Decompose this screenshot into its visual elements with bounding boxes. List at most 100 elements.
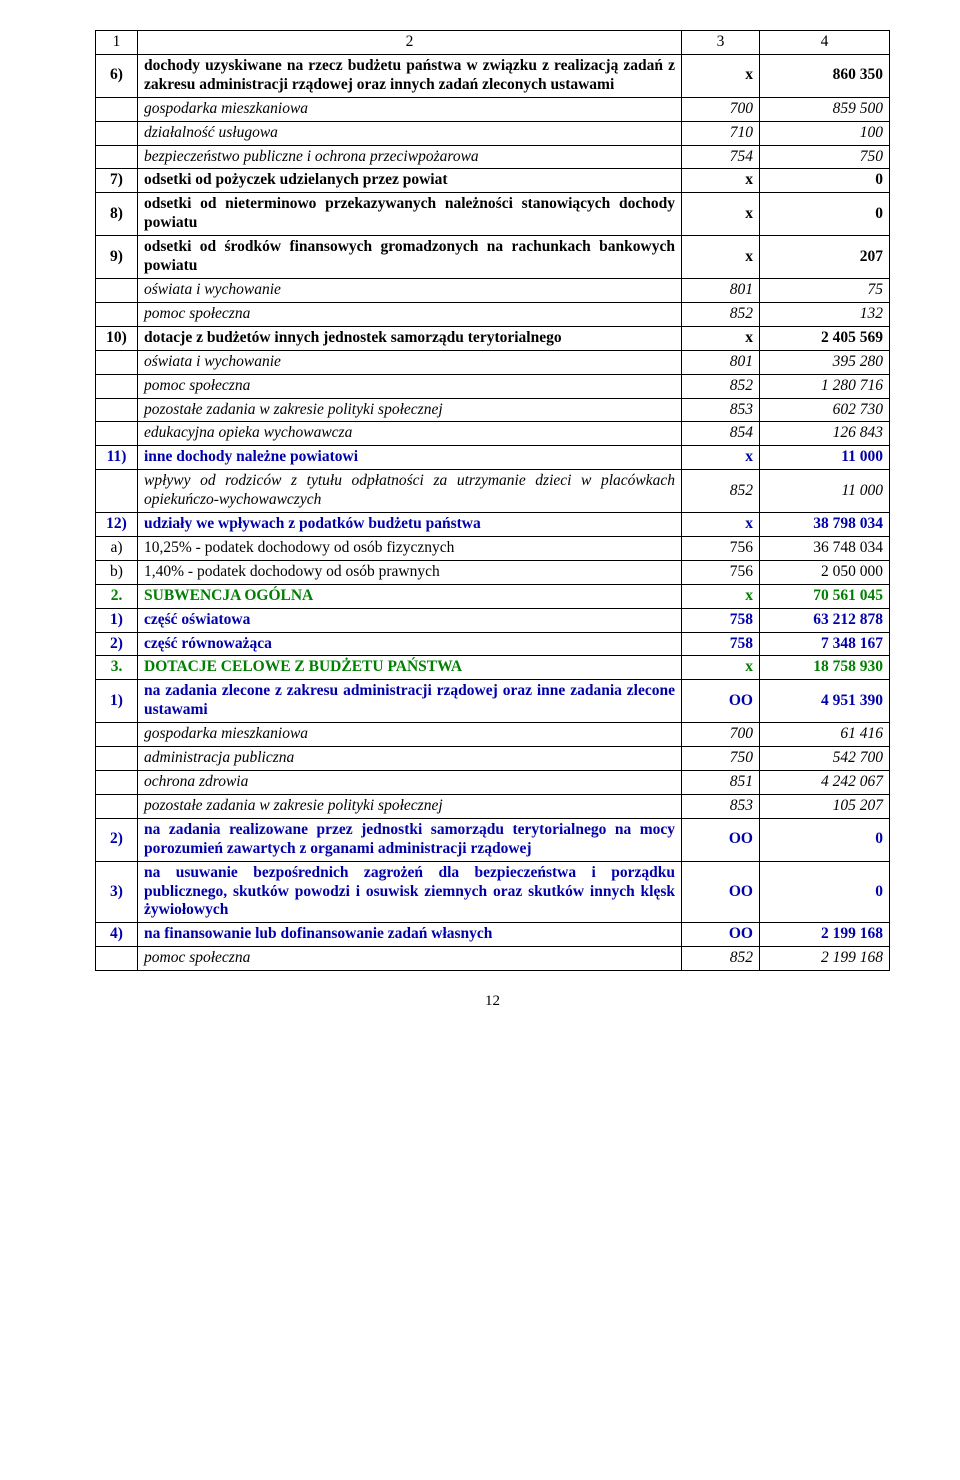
row-amount: 859 500: [760, 97, 890, 121]
table-row: 2)część równoważąca7587 348 167: [96, 632, 890, 656]
row-lp: [96, 947, 138, 971]
row-desc: wpływy od rodziców z tytułu odpłatności …: [138, 470, 682, 513]
row-desc: pomoc społeczna: [138, 374, 682, 398]
row-amount: 18 758 930: [760, 656, 890, 680]
row-lp: [96, 97, 138, 121]
header-col-1: 1: [96, 31, 138, 55]
row-amount: 2 199 168: [760, 947, 890, 971]
row-desc: 1,40% - podatek dochodowy od osób prawny…: [138, 560, 682, 584]
row-amount: 0: [760, 169, 890, 193]
table-row: oświata i wychowanie801395 280: [96, 350, 890, 374]
row-amount: 860 350: [760, 54, 890, 97]
row-amount: 750: [760, 145, 890, 169]
table-row: 12)udziały we wpływach z podatków budżet…: [96, 513, 890, 537]
table-row: administracja publiczna750542 700: [96, 747, 890, 771]
table-row: b)1,40% - podatek dochodowy od osób praw…: [96, 560, 890, 584]
table-row: pomoc społeczna8522 199 168: [96, 947, 890, 971]
row-code: 852: [682, 470, 760, 513]
row-lp: 11): [96, 446, 138, 470]
row-code: 756: [682, 560, 760, 584]
table-row: wpływy od rodziców z tytułu odpłatności …: [96, 470, 890, 513]
row-amount: 602 730: [760, 398, 890, 422]
row-code: 750: [682, 747, 760, 771]
row-amount: 105 207: [760, 794, 890, 818]
row-lp: 9): [96, 236, 138, 279]
document-page: 1 2 3 4 6)dochody uzyskiwane na rzecz bu…: [0, 0, 960, 1050]
table-row: 3)na usuwanie bezpośrednich zagrożeń dla…: [96, 861, 890, 923]
row-amount: 75: [760, 278, 890, 302]
row-code: 758: [682, 632, 760, 656]
row-amount: 11 000: [760, 470, 890, 513]
row-lp: 3): [96, 861, 138, 923]
row-desc: oświata i wychowanie: [138, 350, 682, 374]
row-lp: 2): [96, 632, 138, 656]
row-desc: na zadania zlecone z zakresu administrac…: [138, 680, 682, 723]
row-lp: [96, 278, 138, 302]
row-amount: 7 348 167: [760, 632, 890, 656]
row-desc: inne dochody należne powiatowi: [138, 446, 682, 470]
row-amount: 61 416: [760, 723, 890, 747]
table-row: 2.SUBWENCJA OGÓLNAx70 561 045: [96, 584, 890, 608]
row-desc: edukacyjna opieka wychowawcza: [138, 422, 682, 446]
row-code: 853: [682, 794, 760, 818]
table-row: gospodarka mieszkaniowa70061 416: [96, 723, 890, 747]
table-row: 4)na finansowanie lub dofinansowanie zad…: [96, 923, 890, 947]
table-row: a)10,25% - podatek dochodowy od osób fiz…: [96, 536, 890, 560]
row-desc: 10,25% - podatek dochodowy od osób fizyc…: [138, 536, 682, 560]
row-lp: 1): [96, 680, 138, 723]
row-lp: 2): [96, 818, 138, 861]
row-desc: dochody uzyskiwane na rzecz budżetu pańs…: [138, 54, 682, 97]
budget-table: 1 2 3 4 6)dochody uzyskiwane na rzecz bu…: [95, 30, 890, 971]
row-lp: [96, 350, 138, 374]
row-desc: administracja publiczna: [138, 747, 682, 771]
table-row: 10)dotacje z budżetów innych jednostek s…: [96, 326, 890, 350]
row-desc: gospodarka mieszkaniowa: [138, 723, 682, 747]
row-desc: odsetki od pożyczek udzielanych przez po…: [138, 169, 682, 193]
table-row: bezpieczeństwo publiczne i ochrona przec…: [96, 145, 890, 169]
table-row: 6)dochody uzyskiwane na rzecz budżetu pa…: [96, 54, 890, 97]
row-amount: 1 280 716: [760, 374, 890, 398]
row-lp: [96, 374, 138, 398]
table-row: 3.DOTACJE CELOWE Z BUDŻETU PAŃSTWAx18 75…: [96, 656, 890, 680]
row-code: x: [682, 584, 760, 608]
row-lp: [96, 470, 138, 513]
row-code: x: [682, 193, 760, 236]
row-lp: [96, 121, 138, 145]
row-code: x: [682, 54, 760, 97]
table-row: oświata i wychowanie80175: [96, 278, 890, 302]
row-desc: odsetki od środków finansowych gromadzon…: [138, 236, 682, 279]
row-lp: 7): [96, 169, 138, 193]
row-code: 851: [682, 771, 760, 795]
row-lp: 12): [96, 513, 138, 537]
row-code: 853: [682, 398, 760, 422]
row-code: OO: [682, 861, 760, 923]
row-amount: 4 951 390: [760, 680, 890, 723]
header-col-2: 2: [138, 31, 682, 55]
row-amount: 70 561 045: [760, 584, 890, 608]
row-code: 801: [682, 350, 760, 374]
row-code: 854: [682, 422, 760, 446]
row-code: 710: [682, 121, 760, 145]
table-row: 1)część oświatowa75863 212 878: [96, 608, 890, 632]
row-lp: 8): [96, 193, 138, 236]
row-code: 758: [682, 608, 760, 632]
row-amount: 2 199 168: [760, 923, 890, 947]
table-row: 8)odsetki od nieterminowo przekazywanych…: [96, 193, 890, 236]
row-desc: część równoważąca: [138, 632, 682, 656]
row-amount: 126 843: [760, 422, 890, 446]
table-row: działalność usługowa710100: [96, 121, 890, 145]
table-row: pozostałe zadania w zakresie polityki sp…: [96, 794, 890, 818]
row-lp: 6): [96, 54, 138, 97]
row-lp: [96, 145, 138, 169]
row-amount: 0: [760, 861, 890, 923]
row-desc: DOTACJE CELOWE Z BUDŻETU PAŃSTWA: [138, 656, 682, 680]
table-row: 2)na zadania realizowane przez jednostki…: [96, 818, 890, 861]
row-code: 801: [682, 278, 760, 302]
row-code: OO: [682, 818, 760, 861]
row-code: x: [682, 446, 760, 470]
row-lp: [96, 771, 138, 795]
row-desc: na usuwanie bezpośrednich zagrożeń dla b…: [138, 861, 682, 923]
table-row: 11)inne dochody należne powiatowix11 000: [96, 446, 890, 470]
row-amount: 36 748 034: [760, 536, 890, 560]
table-row: gospodarka mieszkaniowa700859 500: [96, 97, 890, 121]
